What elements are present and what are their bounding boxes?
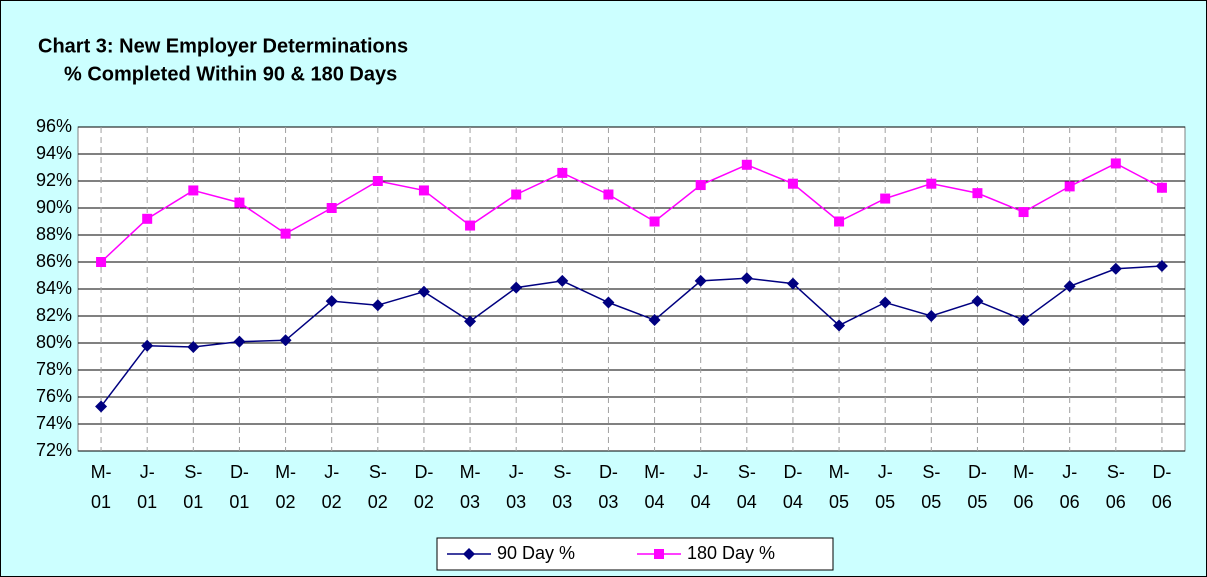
x-tick-label: M-05: [829, 462, 850, 512]
data-point: [833, 319, 846, 332]
data-point: [556, 274, 569, 287]
y-tick-label: 78%: [36, 359, 72, 379]
x-tick-label: S-03: [552, 462, 572, 512]
x-tick-label: J-04: [691, 462, 711, 512]
y-tick-label: 76%: [36, 386, 72, 406]
x-tick-label: M-06: [1013, 462, 1034, 512]
data-point: [740, 272, 753, 285]
x-tick-label: J-05: [875, 462, 895, 512]
data-point: [925, 310, 938, 322]
y-tick-label: 86%: [36, 251, 72, 271]
data-point: [648, 314, 661, 327]
x-tick-label: M-04: [644, 462, 665, 512]
y-tick-label: 80%: [36, 332, 72, 352]
data-point: [786, 277, 799, 290]
data-point: [326, 203, 337, 213]
y-tick-label: 94%: [36, 143, 72, 163]
x-tick-label: D-02: [414, 462, 434, 512]
y-tick-label: 92%: [36, 170, 72, 190]
data-point: [602, 296, 615, 309]
data-point: [971, 295, 984, 308]
data-point: [372, 176, 383, 186]
y-tick-label: 84%: [36, 278, 72, 298]
data-point: [511, 189, 522, 200]
x-tick-label: S-01: [183, 462, 203, 512]
y-tick-label: 82%: [36, 305, 72, 325]
data-point: [141, 339, 154, 352]
data-point: [880, 193, 891, 204]
data-point: [879, 296, 892, 309]
data-point: [1110, 158, 1121, 169]
data-point: [280, 228, 291, 239]
x-tick-label: J-02: [322, 462, 342, 512]
y-tick-label: 74%: [36, 413, 72, 433]
data-point: [417, 285, 430, 298]
legend-box: [436, 537, 834, 571]
data-point: [325, 295, 338, 308]
x-tick-label: D-05: [967, 462, 987, 512]
data-point: [741, 159, 752, 170]
data-point: [371, 299, 384, 312]
legend-marker: [463, 548, 475, 560]
chart-subtitle: % Completed Within 90 & 180 Days: [64, 63, 397, 85]
data-point: [1156, 182, 1167, 193]
legend-marker: [654, 549, 664, 559]
data-point: [188, 185, 199, 196]
y-tick-label: 90%: [36, 197, 72, 217]
data-point: [649, 216, 660, 227]
data-point: [465, 220, 476, 231]
x-tick-label: S-05: [921, 462, 941, 512]
data-point: [95, 400, 108, 413]
x-tick-label: S-02: [368, 462, 388, 512]
legend-label: 90 Day %: [497, 543, 575, 563]
x-tick-label: M-02: [275, 462, 296, 512]
data-point: [603, 189, 614, 200]
data-point: [1018, 207, 1029, 218]
x-tick-label: J-01: [137, 462, 157, 512]
x-tick-label: D-03: [598, 462, 618, 512]
data-point: [510, 281, 523, 294]
data-point: [1064, 181, 1075, 192]
x-tick-label: D-06: [1152, 462, 1172, 512]
data-point: [233, 335, 246, 348]
data-point: [834, 216, 845, 227]
x-tick-label: M-01: [91, 462, 112, 512]
series-line: [100, 265, 1162, 407]
chart-title: Chart 3: New Employer Determinations: [38, 35, 408, 57]
y-tick-label: 72%: [36, 440, 72, 460]
data-point: [96, 257, 107, 267]
x-tick-label: S-04: [737, 462, 757, 512]
data-point: [787, 178, 798, 189]
data-point: [972, 188, 983, 199]
data-point: [464, 315, 477, 328]
data-point: [142, 213, 153, 224]
x-tick-label: J-03: [506, 462, 526, 512]
data-point: [1155, 260, 1168, 273]
x-tick-label: M-03: [460, 462, 481, 512]
x-tick-label: D-04: [783, 462, 803, 512]
data-point: [1017, 314, 1030, 327]
y-tick-label: 88%: [36, 224, 72, 244]
x-tick-label: J-06: [1060, 462, 1080, 512]
series-line: [100, 162, 1163, 263]
x-tick-label: S-06: [1106, 462, 1126, 512]
data-point: [279, 334, 292, 347]
data-point: [234, 197, 245, 208]
y-tick-label: 96%: [36, 116, 72, 136]
x-tick-label: D-01: [229, 462, 249, 512]
data-point: [187, 341, 200, 354]
data-point: [557, 167, 568, 178]
data-point: [418, 185, 429, 196]
legend-label: 180 Day %: [687, 543, 775, 563]
data-point: [1063, 280, 1076, 293]
data-point: [695, 180, 706, 191]
data-point: [926, 178, 937, 189]
data-point: [1109, 262, 1122, 275]
data-point: [694, 274, 707, 287]
